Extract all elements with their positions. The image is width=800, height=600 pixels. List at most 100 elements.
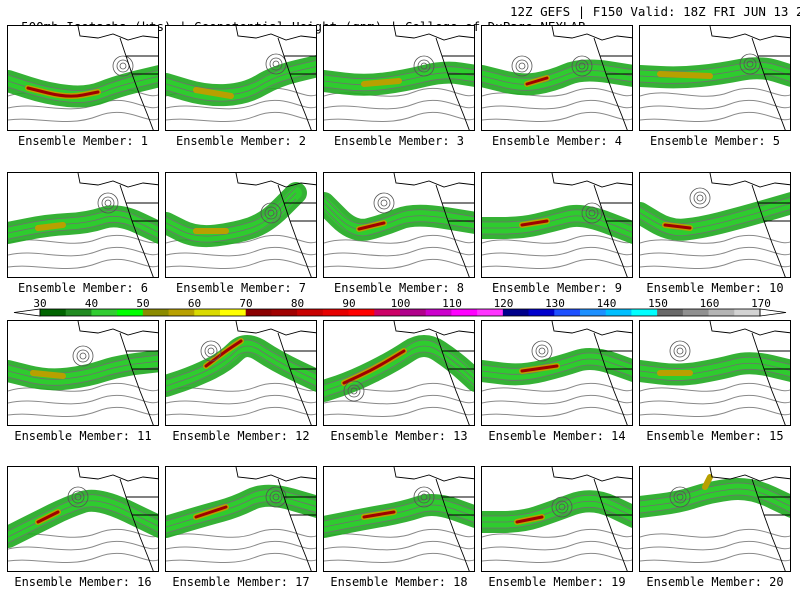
colorbar-tick-label: 150	[648, 297, 668, 310]
closed-low-contour	[74, 493, 82, 501]
ensemble-map	[8, 173, 158, 277]
coastline	[709, 467, 790, 571]
closed-low-contour	[558, 503, 566, 511]
height-contour	[166, 345, 316, 387]
ensemble-member-label: Ensemble Member: 4	[491, 134, 623, 148]
closed-low-contour	[67, 486, 89, 508]
height-contour	[324, 351, 474, 398]
closed-low-contour	[204, 344, 218, 358]
height-contour	[482, 76, 632, 91]
height-contour	[166, 528, 316, 538]
height-contour	[482, 394, 632, 405]
closed-low-contour	[676, 493, 684, 501]
ensemble-map-panel	[639, 172, 791, 278]
ensemble-member-label: Ensemble Member: 12	[172, 429, 310, 443]
height-contour	[166, 111, 316, 122]
height-contour	[8, 111, 158, 122]
height-contour	[8, 540, 158, 551]
height-contour	[324, 552, 474, 563]
ensemble-member-label: Ensemble Member: 17	[172, 575, 310, 589]
colorbar-swatch	[400, 309, 427, 316]
height-contour	[324, 78, 474, 92]
ensemble-map-panel	[639, 466, 791, 572]
closed-low-contour	[689, 187, 711, 209]
height-contour	[640, 234, 790, 244]
colorbar-swatch	[605, 309, 632, 316]
closed-low-contour	[413, 486, 435, 508]
closed-low-contour	[746, 60, 754, 68]
height-contour	[640, 552, 790, 563]
height-contour	[640, 203, 790, 231]
closed-low-contour	[669, 486, 691, 508]
height-contour	[8, 82, 158, 103]
closed-low-contour	[112, 55, 134, 77]
height-contour	[8, 354, 158, 374]
coastline	[551, 467, 632, 571]
ensemble-map	[8, 26, 158, 130]
height-contour	[640, 99, 790, 110]
colorbar-tick-label: 60	[188, 297, 201, 310]
colorbar-swatch	[65, 309, 92, 316]
ensemble-map	[324, 321, 474, 425]
colorbar-swatch	[425, 309, 452, 316]
height-contour	[8, 258, 158, 269]
isotach-core-80	[194, 505, 228, 519]
colorbar-swatch	[40, 309, 67, 316]
height-contour	[640, 61, 790, 72]
colorbar-tick-label: 30	[33, 297, 46, 310]
isotach-core-80	[520, 219, 549, 227]
colorbar-swatch	[734, 309, 761, 316]
ensemble-map	[482, 26, 632, 130]
closed-low-contour	[72, 345, 94, 367]
closed-low-contour	[119, 62, 127, 70]
height-contour	[640, 394, 790, 405]
height-contour	[324, 111, 474, 122]
colorbar-swatch	[374, 309, 401, 316]
chart-header: 500mb Isotachs (kts) | Geopotential Heig…	[6, 4, 800, 34]
ensemble-member-label: Ensemble Member: 8	[333, 281, 465, 295]
colorbar-tick-label: 70	[239, 297, 252, 310]
coastline	[235, 173, 316, 277]
ensemble-member-label: Ensemble Member: 3	[333, 134, 465, 148]
height-contour	[166, 489, 316, 522]
ensemble-map	[324, 173, 474, 277]
closed-low-contour	[377, 196, 391, 210]
colorbar-swatch	[528, 309, 555, 316]
height-contour	[482, 406, 632, 417]
ensemble-member-label: Ensemble Member: 7	[175, 281, 307, 295]
closed-low-contour	[267, 209, 275, 217]
height-contour	[324, 510, 474, 534]
ensemble-map-panel	[639, 320, 791, 426]
isotach-core-60	[702, 474, 713, 490]
closed-low-contour	[743, 57, 757, 71]
colorbar-tick-label: 50	[136, 297, 149, 310]
height-contour	[8, 234, 158, 244]
height-contour	[482, 234, 632, 244]
coastline	[709, 26, 790, 130]
height-contour	[482, 221, 632, 239]
colorbar-swatch	[142, 309, 169, 316]
colorbar-swatch	[502, 309, 529, 316]
height-contour	[640, 368, 790, 381]
ensemble-member-label: Ensemble Member: 9	[491, 281, 623, 295]
colorbar-tick-label: 140	[597, 297, 617, 310]
height-contour	[640, 111, 790, 122]
height-contour	[166, 246, 316, 257]
closed-low-contour	[538, 347, 546, 355]
closed-low-contour	[571, 55, 593, 77]
ensemble-map-panel	[7, 466, 159, 572]
closed-low-contour	[269, 57, 283, 71]
height-contour	[640, 209, 790, 237]
colorbar-tick-label: 100	[391, 297, 411, 310]
coastline	[235, 321, 316, 425]
colorbar-swatch	[554, 309, 581, 316]
colorbar-swatch	[271, 309, 298, 316]
height-contour	[324, 208, 474, 237]
height-contour	[166, 198, 297, 243]
height-contour	[8, 552, 158, 563]
closed-low-contour	[272, 493, 280, 501]
ensemble-map	[640, 321, 790, 425]
closed-low-contour	[269, 490, 283, 504]
ensemble-map	[8, 467, 158, 571]
colorbar-tick-label: 130	[545, 297, 565, 310]
